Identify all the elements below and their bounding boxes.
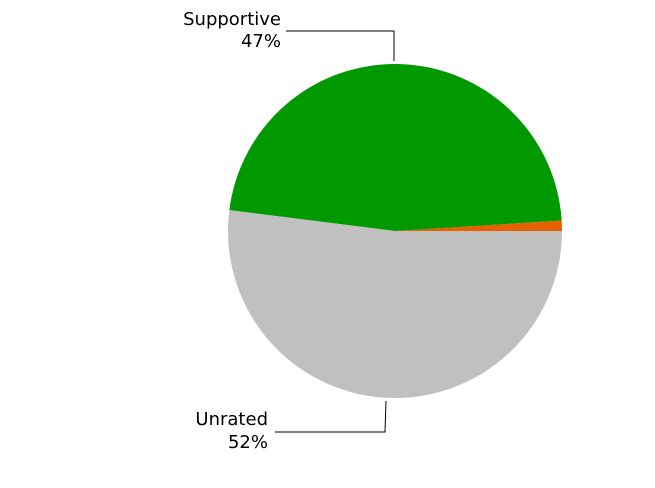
- pie-slice-slice-0: [395, 220, 562, 231]
- slices-layer: [228, 64, 563, 398]
- slice-percent-supportive: 47%: [241, 31, 281, 52]
- slice-label-supportive: Supportive: [183, 9, 281, 30]
- callouts-layer: [275, 30, 395, 433]
- pie-slice-unrated: [228, 210, 563, 398]
- slice-percent-unrated: 52%: [228, 432, 268, 453]
- callout-line-supportive: [286, 30, 395, 61]
- slice-label-unrated: Unrated: [195, 409, 268, 430]
- pie-slice-supportive: [229, 64, 562, 231]
- callout-line-unrated: [275, 400, 387, 433]
